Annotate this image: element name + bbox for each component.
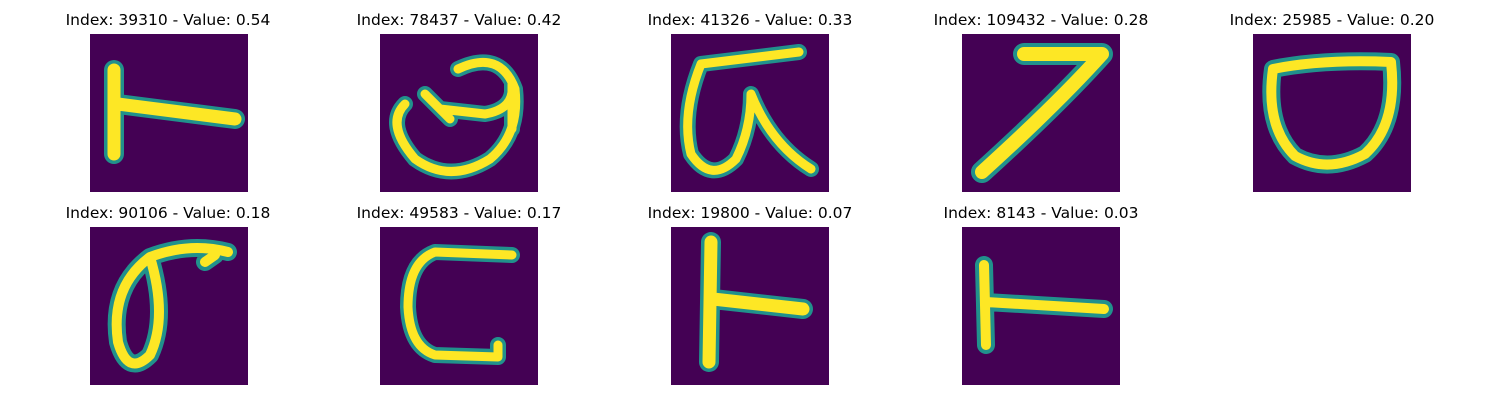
panel-title: Index: 49583 - Value: 0.17 xyxy=(356,204,562,222)
digit-image xyxy=(90,34,248,192)
panel-4: Index: 25985 - Value: 0.20 xyxy=(1182,10,1482,200)
panel-title: Index: 41326 - Value: 0.33 xyxy=(647,11,853,29)
handwritten-glyph-icon xyxy=(1262,52,1402,174)
panel-7: Index: 19800 - Value: 0.07 xyxy=(600,203,900,393)
panel-title: Index: 8143 - Value: 0.03 xyxy=(943,204,1139,222)
handwritten-glyph-icon xyxy=(107,239,237,373)
handwritten-glyph-icon xyxy=(104,60,245,164)
panel-2: Index: 41326 - Value: 0.33 xyxy=(600,10,900,200)
digit-image xyxy=(380,34,538,192)
handwritten-glyph-icon xyxy=(699,232,813,372)
panel-1: Index: 78437 - Value: 0.42 xyxy=(309,10,609,200)
panel-title: Index: 39310 - Value: 0.54 xyxy=(65,11,271,29)
handwritten-glyph-icon xyxy=(975,256,1113,354)
handwritten-glyph-icon xyxy=(971,43,1113,183)
panel-5: Index: 90106 - Value: 0.18 xyxy=(18,203,318,393)
digit-image xyxy=(671,34,829,192)
digit-image xyxy=(380,227,538,385)
panel-title: Index: 109432 - Value: 0.28 xyxy=(933,11,1149,29)
panel-title: Index: 25985 - Value: 0.20 xyxy=(1229,11,1435,29)
handwritten-glyph-icon xyxy=(400,244,520,365)
panel-8: Index: 8143 - Value: 0.03 xyxy=(891,203,1191,393)
panel-title: Index: 90106 - Value: 0.18 xyxy=(65,204,271,222)
panel-6: Index: 49583 - Value: 0.17 xyxy=(309,203,609,393)
digit-image xyxy=(962,34,1120,192)
handwritten-glyph-icon xyxy=(679,44,819,179)
handwritten-glyph-icon xyxy=(389,54,524,180)
panel-title: Index: 78437 - Value: 0.42 xyxy=(356,11,562,29)
digit-image xyxy=(90,227,248,385)
panel-0: Index: 39310 - Value: 0.54 xyxy=(18,10,318,200)
panel-title: Index: 19800 - Value: 0.07 xyxy=(647,204,853,222)
digit-image xyxy=(671,227,829,385)
digit-image xyxy=(962,227,1120,385)
panel-3: Index: 109432 - Value: 0.28 xyxy=(891,10,1191,200)
digit-image xyxy=(1253,34,1411,192)
